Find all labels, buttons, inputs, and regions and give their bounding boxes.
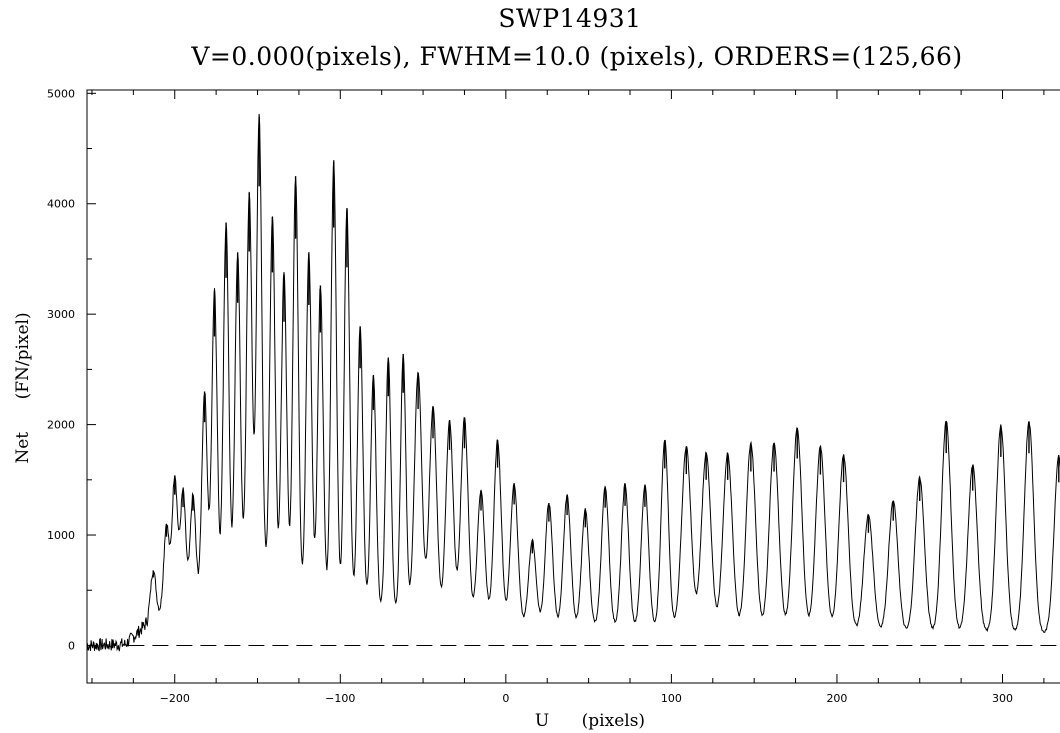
x-tick-label: 100 xyxy=(661,692,682,705)
chart-title: SWP14931 xyxy=(498,4,641,33)
y-tick-label: 0 xyxy=(68,639,75,652)
x-tick-label: −100 xyxy=(325,692,355,705)
y-tick-label: 2000 xyxy=(47,419,75,432)
x-tick-label: 200 xyxy=(826,692,847,705)
chart-subtitle: V=0.000(pixels), FWHM=10.0 (pixels), ORD… xyxy=(190,42,962,71)
x-axis-label: U (pixels) xyxy=(535,711,645,731)
series-line xyxy=(86,113,1060,652)
x-axis: −200 −100 0 100 200 300 xyxy=(91,90,1045,705)
peak-markers xyxy=(152,116,1060,578)
y-axis-label: Net (FN/pixel) xyxy=(13,312,33,463)
y-tick-label: 1000 xyxy=(47,529,75,542)
y-tick-label: 4000 xyxy=(47,198,75,211)
x-tick-label: −200 xyxy=(160,692,190,705)
x-tick-label: 0 xyxy=(502,692,509,705)
y-axis: 0 1000 2000 3000 4000 5000 xyxy=(47,87,96,652)
x-tick-label: 300 xyxy=(992,692,1013,705)
y-tick-label: 5000 xyxy=(47,87,75,100)
plot-frame xyxy=(86,89,1060,684)
y-tick-label: 3000 xyxy=(47,308,75,321)
